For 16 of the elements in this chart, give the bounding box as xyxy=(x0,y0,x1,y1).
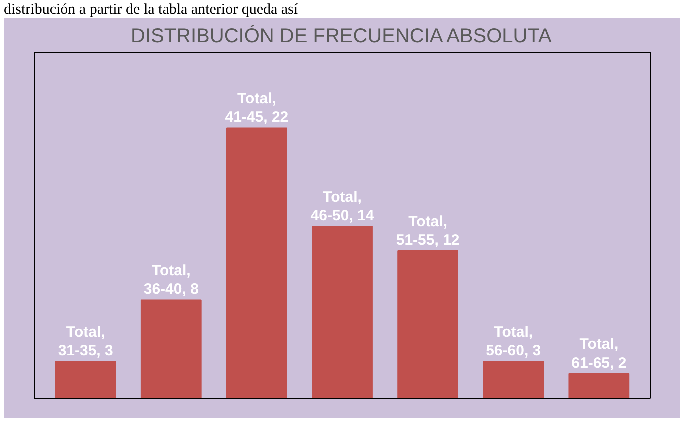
chart-title: DISTRIBUCIÓN DE FRECUENCIA ABSOLUTA xyxy=(130,24,552,48)
bar xyxy=(398,250,458,398)
data-label: Total, 51-55, 12 xyxy=(396,213,460,250)
bar xyxy=(312,226,373,398)
bar xyxy=(483,361,544,398)
text: distribución a partir de la tabla anterior queda así xyxy=(4,1,298,20)
data-label: Total, 46-50, 14 xyxy=(310,188,375,224)
data-label: Total, 31-35, 3 xyxy=(58,324,114,360)
data-label: Total, 36-40, 8 xyxy=(144,262,199,298)
data-label: Total, 41-45, 22 xyxy=(225,90,289,126)
bar xyxy=(55,361,116,398)
data-label: Total, 61-65, 2 xyxy=(572,336,627,372)
bar xyxy=(568,373,630,398)
bar xyxy=(226,128,288,398)
data-label: Total, 56-60, 3 xyxy=(486,324,542,360)
bar xyxy=(140,300,202,398)
